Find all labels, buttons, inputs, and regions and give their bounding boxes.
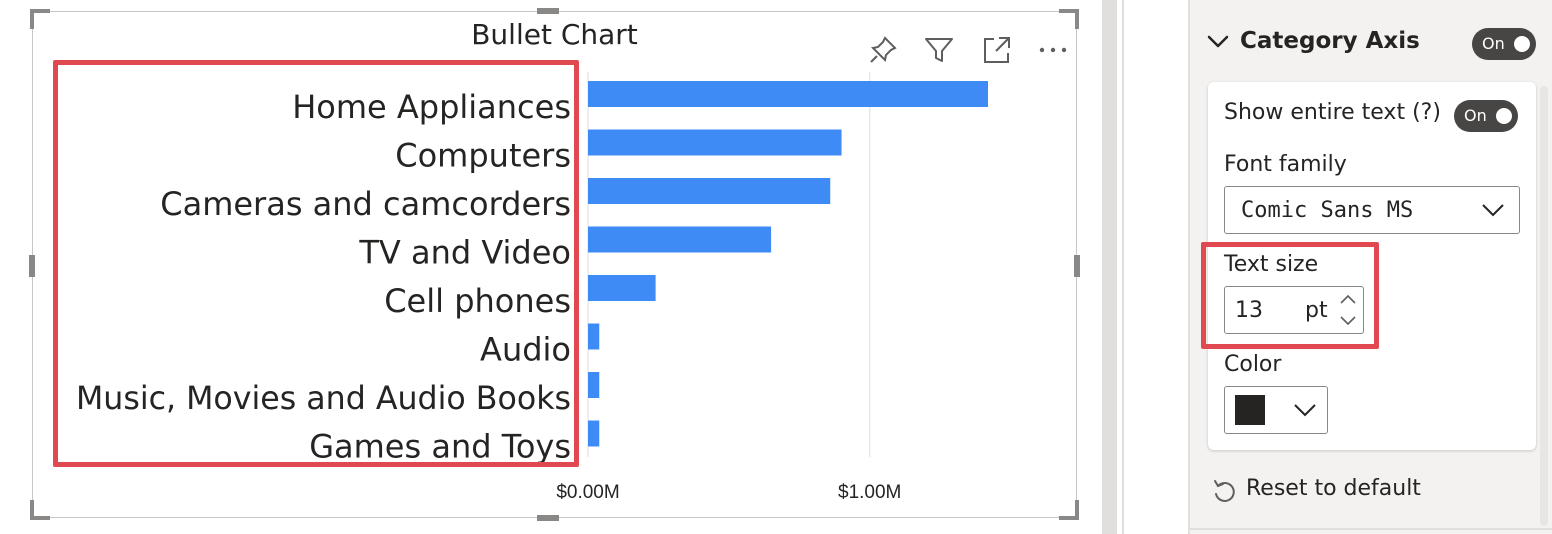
text-size-unit: pt <box>1305 298 1328 323</box>
x-tick-label: $1.00M <box>838 482 901 503</box>
bar[interactable] <box>588 129 842 156</box>
toggle-label: On <box>1464 106 1487 125</box>
filter-icon[interactable] <box>923 34 955 66</box>
chart-plot: $0.00M $1.00M Home Appliances Computers Came… <box>76 72 988 503</box>
text-size-input[interactable]: 13 pt <box>1224 286 1364 334</box>
more-options-icon[interactable] <box>1037 34 1069 66</box>
show-entire-text-label: Show entire text (?) <box>1224 100 1441 125</box>
category-label: Games and Toys <box>309 428 571 466</box>
bar[interactable] <box>588 323 600 350</box>
bar[interactable] <box>588 372 600 398</box>
bar[interactable] <box>588 81 988 107</box>
text-size-value[interactable]: 13 <box>1235 298 1263 323</box>
text-size-label: Text size <box>1224 252 1319 277</box>
toggle-knob <box>1496 108 1512 124</box>
font-family-value: Comic Sans MS <box>1241 198 1414 223</box>
section-title: Category Axis <box>1240 28 1420 54</box>
category-labels-highlight <box>53 60 579 467</box>
category-label: Cell phones <box>384 282 571 320</box>
category-axis-toggle[interactable]: On <box>1472 28 1536 60</box>
toggle-knob <box>1514 36 1530 52</box>
color-swatch <box>1235 395 1265 425</box>
bar[interactable] <box>588 226 772 253</box>
resize-handle-right[interactable] <box>1074 255 1080 277</box>
pane-divider[interactable] <box>1102 0 1117 534</box>
color-picker[interactable] <box>1224 386 1328 434</box>
pane-rule <box>1122 0 1124 534</box>
reset-icon <box>1214 480 1235 502</box>
category-label: Computers <box>395 137 571 175</box>
bar[interactable] <box>588 420 600 447</box>
bar[interactable] <box>588 275 656 301</box>
resize-handle-left[interactable] <box>29 255 35 277</box>
x-tick-label: $0.00M <box>556 482 619 503</box>
reset-to-default-label: Reset to default <box>1246 476 1421 501</box>
pane-bottom-divider <box>1190 528 1552 530</box>
font-family-dropdown[interactable]: Comic Sans MS <box>1224 186 1520 234</box>
resize-handle-top[interactable] <box>537 8 559 14</box>
bullet-chart-visual[interactable]: Bullet Chart $0.00M $1.00M Home Appliances… <box>29 8 1080 521</box>
font-family-label: Font family <box>1224 152 1347 177</box>
format-pane-scrollbar[interactable] <box>1540 86 1548 526</box>
category-label: Home Appliances <box>292 88 571 126</box>
chevron-down-icon <box>1207 35 1229 48</box>
toggle-label: On <box>1482 34 1505 53</box>
text-size-highlight <box>1201 242 1379 349</box>
category-label: Audio <box>480 331 571 369</box>
category-label: TV and Video <box>358 234 571 272</box>
format-pane: Category Axis On Show entire text (?) On… <box>1188 0 1552 534</box>
pin-icon[interactable] <box>867 34 899 66</box>
text-size-stepper[interactable] <box>1337 290 1359 330</box>
chevron-down-icon <box>1294 404 1316 417</box>
color-label: Color <box>1224 352 1282 377</box>
category-label: Cameras and camcorders <box>160 185 571 223</box>
category-axis-card: Show entire text (?) On Font family Comi… <box>1208 82 1536 450</box>
category-axis-section-header[interactable]: Category Axis On <box>1190 20 1552 66</box>
category-label: Music, Movies and Audio Books <box>76 379 571 417</box>
resize-handle-bottom-left[interactable] <box>30 500 50 520</box>
resize-handle-bottom-right[interactable] <box>1059 500 1079 520</box>
resize-handle-top-left[interactable] <box>30 9 50 29</box>
resize-handle-bottom[interactable] <box>537 515 559 521</box>
chevron-down-icon <box>1482 204 1504 217</box>
show-entire-text-toggle[interactable]: On <box>1454 100 1518 132</box>
chart-title: Bullet Chart <box>471 18 638 51</box>
bar[interactable] <box>588 178 831 204</box>
focus-mode-icon[interactable] <box>981 34 1013 66</box>
resize-handle-top-right[interactable] <box>1059 9 1079 29</box>
